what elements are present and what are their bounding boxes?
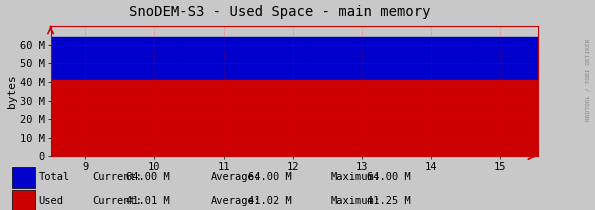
Text: Maximum:: Maximum: — [330, 172, 380, 182]
Text: Used: Used — [39, 196, 64, 206]
Text: 64.00 M: 64.00 M — [126, 172, 170, 182]
Text: 41.25 M: 41.25 M — [367, 196, 411, 206]
Text: Average:: Average: — [211, 196, 261, 206]
Text: RRDTOOL / TOBI OETIKER: RRDTOOL / TOBI OETIKER — [586, 39, 591, 121]
Text: 41.02 M: 41.02 M — [248, 196, 292, 206]
Text: SnoDEM-S3 - Used Space - main memory: SnoDEM-S3 - Used Space - main memory — [129, 5, 430, 19]
Text: 64.00 M: 64.00 M — [367, 172, 411, 182]
Y-axis label: bytes: bytes — [7, 75, 17, 108]
Text: Total: Total — [39, 172, 70, 182]
Text: 64.00 M: 64.00 M — [248, 172, 292, 182]
Text: Maximum:: Maximum: — [330, 196, 380, 206]
Text: 41.01 M: 41.01 M — [126, 196, 170, 206]
Text: Current:: Current: — [92, 172, 142, 182]
Text: Average:: Average: — [211, 172, 261, 182]
Text: Current:: Current: — [92, 196, 142, 206]
